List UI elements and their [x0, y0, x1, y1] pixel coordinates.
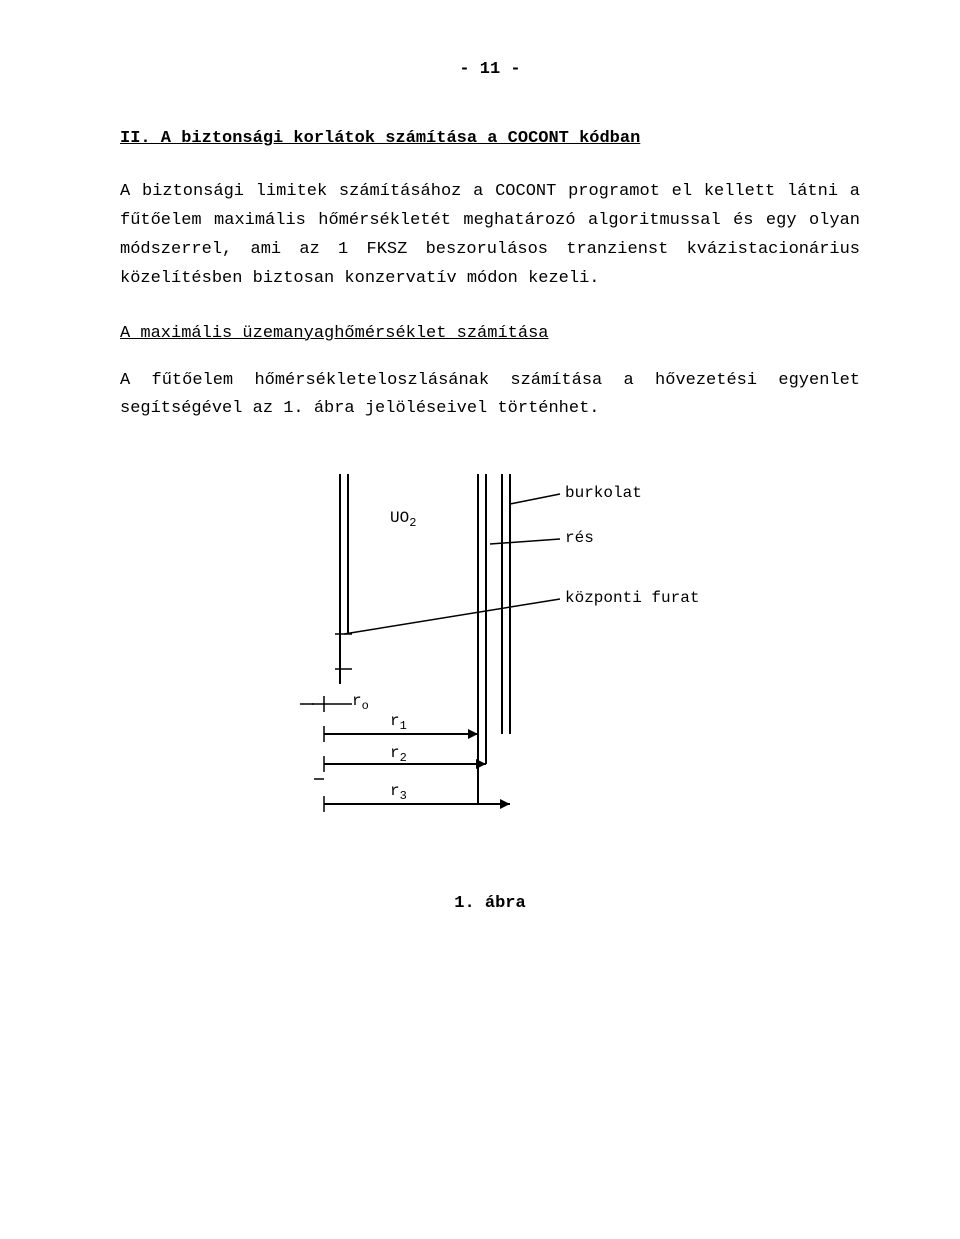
paragraph-1: A biztonsági limitek számításához a COCO…	[120, 178, 860, 294]
subsection-heading: A maximális üzemanyaghőmérséklet számítá…	[120, 324, 860, 343]
label-r-2: r2	[390, 744, 407, 765]
document-page: - 11 - II. A biztonsági korlátok számítá…	[0, 0, 960, 1239]
label-kozponti-furat: központi furat	[565, 589, 699, 607]
label-r-3: r3	[390, 782, 407, 803]
label-uo2: UO2	[390, 509, 416, 530]
figure-svg	[240, 464, 740, 884]
paragraph-2: A fűtőelem hőmérsékleteloszlásának számí…	[120, 367, 860, 425]
label-r-1: r1	[390, 712, 407, 733]
figure-caption: 1. ábra	[120, 894, 860, 913]
label-burkolat: burkolat	[565, 484, 642, 502]
label-res: rés	[565, 529, 594, 547]
section-title: II. A biztonsági korlátok számítása a CO…	[120, 129, 860, 148]
page-number: - 11 -	[120, 60, 860, 79]
figure-1: UO2 burkolat rés központi furat ro r1 r2…	[240, 464, 740, 884]
label-r-o: ro	[352, 692, 369, 713]
